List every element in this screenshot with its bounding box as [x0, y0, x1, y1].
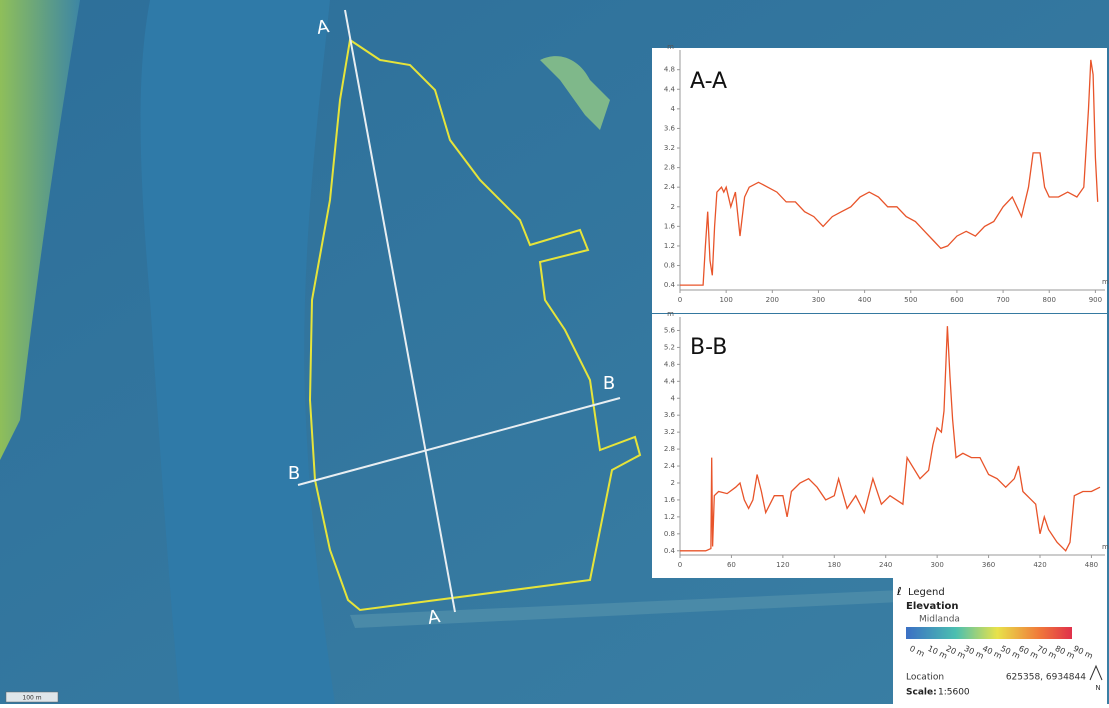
x-tick-label: 200 — [766, 296, 779, 304]
y-tick-label: 5.2 — [664, 343, 675, 351]
x-tick-label: 180 — [828, 561, 841, 569]
location-value: 625358, 6934844 — [1006, 673, 1086, 683]
y-axis-label: m — [667, 43, 674, 51]
y-tick-label: 4.4 — [664, 377, 676, 385]
x-tick-label: 420 — [1033, 561, 1046, 569]
x-tick-label: 60 — [727, 561, 736, 569]
section-label: B — [603, 373, 615, 394]
location-label: Location — [906, 673, 944, 683]
map-view: A A B B 100 m ℓ Legend Elevation Midland… — [0, 0, 1109, 704]
page: A A B B 100 m ℓ Legend Elevation Midland… — [0, 0, 1109, 704]
y-tick-label: 1.6 — [664, 496, 676, 504]
x-tick-label: 500 — [904, 296, 917, 304]
scale-value: 1:5600 — [938, 688, 970, 698]
y-tick-label: 3.6 — [664, 124, 676, 132]
x-tick-label: 900 — [1089, 296, 1102, 304]
x-tick-label: 300 — [930, 561, 943, 569]
y-tick-label: 4 — [671, 394, 676, 402]
color-ramp — [906, 627, 1072, 639]
section-label: B — [288, 463, 300, 484]
y-tick-label: 2 — [671, 479, 675, 487]
y-tick-label: 1.2 — [664, 242, 675, 250]
y-tick-label: 0.4 — [664, 547, 676, 555]
y-tick-label: 2.8 — [664, 164, 675, 172]
y-tick-label: 4 — [671, 105, 676, 113]
x-tick-label: 800 — [1043, 296, 1056, 304]
y-axis-label: m — [667, 310, 674, 318]
x-axis-label: m — [1102, 278, 1109, 286]
legend-icon: ℓ — [896, 585, 902, 598]
x-tick-label: 480 — [1085, 561, 1098, 569]
legend-title: Legend — [908, 587, 945, 598]
chart-title: B-B — [690, 335, 727, 360]
y-tick-label: 2.8 — [664, 445, 675, 453]
y-tick-label: 4.4 — [664, 85, 676, 93]
legend-source: Midlanda — [919, 615, 960, 625]
scale-bar-label: 100 m — [22, 695, 41, 702]
x-tick-label: 400 — [858, 296, 871, 304]
x-axis-label: m — [1102, 543, 1109, 551]
y-tick-label: 3.6 — [664, 411, 676, 419]
x-tick-label: 120 — [776, 561, 789, 569]
y-tick-label: 0.4 — [664, 281, 676, 289]
y-tick-label: 4.8 — [664, 360, 675, 368]
y-tick-label: 2.4 — [664, 462, 676, 470]
x-tick-label: 300 — [812, 296, 825, 304]
x-tick-label: 0 — [678, 561, 682, 569]
y-tick-label: 1.2 — [664, 513, 675, 521]
x-tick-label: 100 — [719, 296, 732, 304]
x-tick-label: 700 — [996, 296, 1009, 304]
y-tick-label: 3.2 — [664, 428, 675, 436]
y-tick-label: 3.2 — [664, 144, 675, 152]
chart-title: A-A — [690, 69, 727, 94]
y-tick-label: 1.6 — [664, 222, 676, 230]
north-label: N — [1095, 684, 1100, 692]
y-tick-label: 0.8 — [664, 530, 675, 538]
y-tick-label: 2.4 — [664, 183, 676, 191]
y-tick-label: 5.6 — [664, 326, 676, 334]
y-tick-label: 2 — [671, 203, 675, 211]
x-tick-label: 360 — [982, 561, 995, 569]
x-tick-label: 240 — [879, 561, 892, 569]
legend-heading: Elevation — [906, 601, 959, 612]
scale-label: Scale: — [906, 688, 937, 698]
x-tick-label: 600 — [950, 296, 963, 304]
x-tick-label: 0 — [678, 296, 682, 304]
y-tick-label: 0.8 — [664, 262, 675, 270]
y-tick-label: 4.8 — [664, 66, 675, 74]
